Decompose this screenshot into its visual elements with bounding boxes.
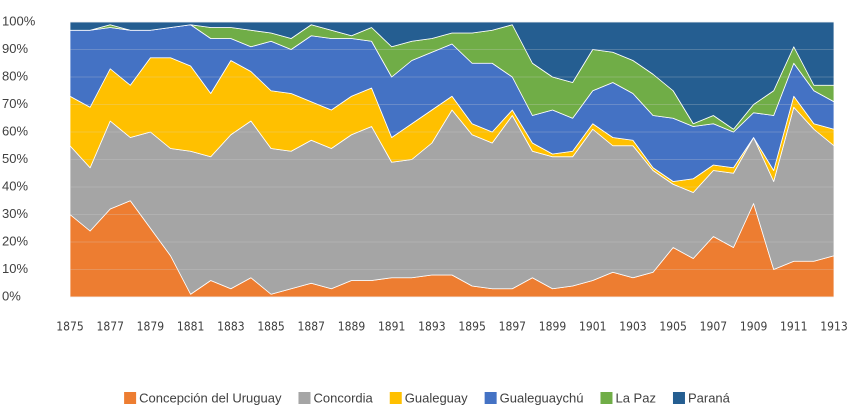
x-tick-label: 1911: [780, 320, 807, 334]
legend-label: Concordia: [313, 390, 373, 405]
y-tick-label: 20%: [2, 233, 28, 248]
y-tick-label: 0%: [2, 288, 21, 303]
legend-label: Concepción del Uruguay: [139, 390, 282, 405]
x-tick-label: 1905: [659, 320, 686, 334]
legend-swatch: [600, 392, 613, 404]
x-tick-label: 1891: [378, 320, 405, 334]
x-tick-label: 1901: [579, 320, 606, 334]
x-tick-label: 1899: [539, 320, 567, 334]
legend-swatch: [389, 392, 402, 404]
y-tick-label: 30%: [2, 206, 28, 221]
x-tick-label: 1889: [338, 320, 366, 334]
y-tick-label: 60%: [2, 123, 28, 138]
x-tick-label: 1907: [700, 320, 727, 334]
y-tick-label: 100%: [2, 13, 36, 28]
y-tick-label: 80%: [2, 68, 28, 83]
x-tick-label: 1879: [137, 320, 165, 334]
x-tick-label: 1903: [619, 320, 646, 334]
x-tick-label: 1897: [499, 320, 526, 334]
x-tick-label: 1909: [740, 320, 768, 334]
x-tick-label: 1875: [56, 320, 83, 334]
legend-label: Paraná: [688, 390, 731, 405]
y-tick-label: 50%: [2, 151, 28, 166]
x-tick-label: 1877: [96, 320, 123, 334]
x-tick-label: 1881: [177, 320, 204, 334]
x-tick-label: 1895: [458, 320, 485, 334]
y-tick-label: 10%: [2, 261, 28, 276]
legend-swatch: [124, 392, 137, 404]
legend-label: Gualeguay: [405, 390, 468, 405]
legend-swatch: [298, 392, 311, 404]
legend-swatch: [484, 392, 497, 404]
y-tick-label: 40%: [2, 178, 28, 193]
legend-label: La Paz: [615, 390, 655, 405]
legend-swatch: [672, 392, 685, 404]
y-tick-label: 70%: [2, 96, 28, 111]
x-tick-label: 1883: [217, 320, 244, 334]
x-tick-label: 1893: [418, 320, 445, 334]
x-tick-label: 1887: [298, 320, 325, 334]
x-tick-label: 1913: [820, 320, 847, 334]
legend-label: Gualeguaychú: [500, 390, 584, 405]
x-tick-label: 1885: [257, 320, 284, 334]
y-tick-label: 90%: [2, 41, 28, 56]
